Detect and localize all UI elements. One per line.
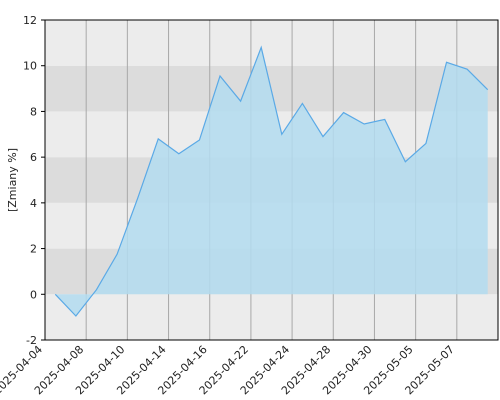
background-band: [45, 294, 498, 340]
y-tick-label: 2: [30, 243, 37, 256]
y-tick-label: 10: [23, 60, 37, 73]
y-tick-label: 0: [30, 288, 37, 301]
y-tick-label: 12: [23, 14, 37, 27]
area-fill: [55, 47, 488, 317]
y-tick-label: 4: [30, 197, 37, 210]
plot-border: [44, 19, 499, 341]
y-axis-label: [Zmiany %]: [6, 148, 19, 212]
y-tick-label: 6: [30, 151, 37, 164]
y-tick-label: 8: [30, 105, 37, 118]
background-band: [45, 20, 498, 66]
y-tick-label: -2: [26, 334, 37, 347]
line: [54, 45, 489, 317]
